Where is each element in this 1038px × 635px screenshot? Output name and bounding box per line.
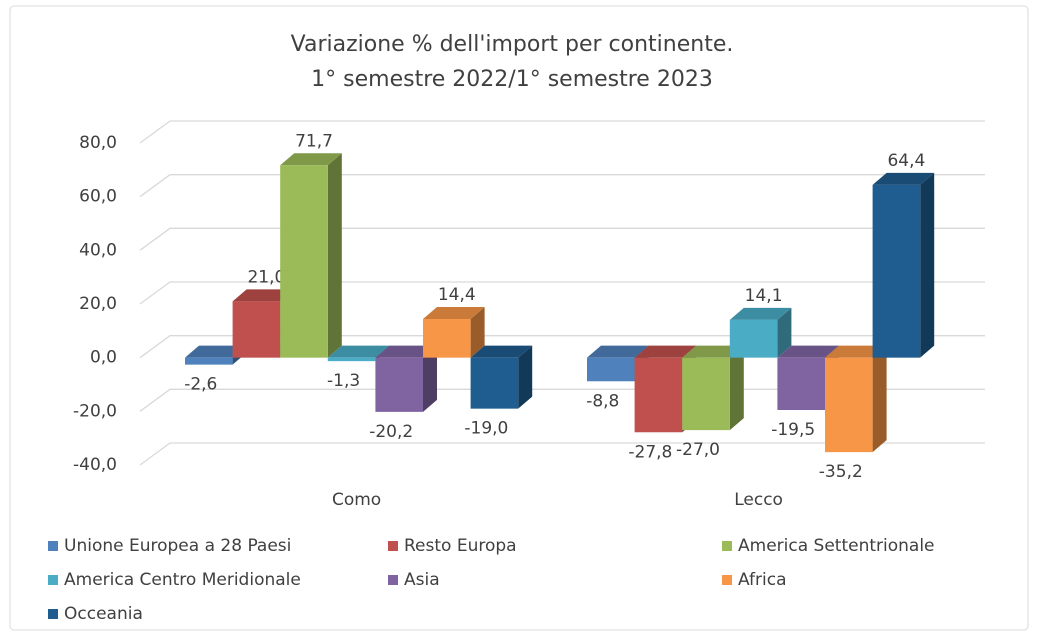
data-label: 64,4 xyxy=(887,151,925,171)
bar-3d xyxy=(423,307,485,358)
bar xyxy=(825,357,873,453)
legend-label: Unione Europea a 28 Paesi xyxy=(64,536,291,556)
bar xyxy=(872,184,921,358)
legend-label: America Centro Meridionale xyxy=(64,570,301,590)
legend-swatch xyxy=(388,575,398,585)
bar-top xyxy=(423,307,485,320)
data-label: -1,3 xyxy=(327,371,360,391)
grid-line xyxy=(139,227,985,251)
data-label: 71,7 xyxy=(295,131,333,151)
bar-side xyxy=(423,345,437,412)
x-tick-label: Lecco xyxy=(734,490,783,510)
grid-line xyxy=(139,335,985,359)
data-label: -27,8 xyxy=(628,442,672,462)
bar-top xyxy=(587,345,649,358)
bar-3d xyxy=(682,345,744,431)
legend-label: America Settentrionale xyxy=(738,536,935,556)
data-label: 21,0 xyxy=(247,267,285,287)
legend-swatch xyxy=(48,609,58,619)
data-label: -2,6 xyxy=(184,375,217,395)
legend-label: Africa xyxy=(738,570,787,590)
bar xyxy=(185,357,233,365)
legend-label: Occeania xyxy=(64,604,143,624)
bar-top xyxy=(634,345,697,358)
bar-3d xyxy=(375,345,437,412)
bar-side xyxy=(470,307,485,358)
bar-3d xyxy=(729,307,792,358)
bar xyxy=(729,319,778,358)
grid-line xyxy=(139,281,985,305)
y-tick-label: 40,0 xyxy=(79,240,117,260)
bar-side xyxy=(518,345,533,409)
data-label: -8,8 xyxy=(586,391,619,411)
legend-swatch xyxy=(48,575,58,585)
data-label: -20,2 xyxy=(369,422,413,442)
chart-frame xyxy=(9,5,1029,631)
bar xyxy=(232,301,281,358)
bar-3d xyxy=(280,153,342,358)
grid-line xyxy=(139,442,985,466)
legend-swatch xyxy=(722,575,732,585)
bar-3d xyxy=(872,172,935,358)
legend-label: Resto Europa xyxy=(404,536,517,556)
bar xyxy=(682,357,730,431)
legend-swatch xyxy=(722,541,732,551)
bar-side xyxy=(872,345,887,453)
bar-side xyxy=(327,153,342,358)
y-tick-label: 80,0 xyxy=(79,133,117,153)
y-tick-label: -20,0 xyxy=(73,401,117,421)
bar-3d xyxy=(470,345,533,409)
bar-side xyxy=(777,307,792,358)
bar xyxy=(423,319,471,358)
grid-line xyxy=(139,174,985,198)
bar-top xyxy=(327,345,390,358)
bar xyxy=(777,357,825,410)
bar xyxy=(470,357,519,409)
data-label: -35,2 xyxy=(819,462,863,482)
y-tick-label: 60,0 xyxy=(79,187,117,207)
bar-3d xyxy=(825,345,887,453)
bar xyxy=(634,357,683,433)
grid-line xyxy=(139,120,985,144)
bar-top xyxy=(682,345,744,358)
bar-side xyxy=(729,345,744,431)
bar-top xyxy=(729,307,792,320)
legend-label: Asia xyxy=(404,570,440,590)
bar xyxy=(280,165,328,358)
bar-top xyxy=(777,345,839,358)
bar xyxy=(587,357,635,382)
data-label: -19,5 xyxy=(771,420,815,440)
y-tick-label: 0,0 xyxy=(90,348,117,368)
x-tick-label: Como xyxy=(332,490,381,510)
data-label: 14,4 xyxy=(438,285,476,305)
bar-side xyxy=(920,172,935,358)
data-label: 14,1 xyxy=(745,286,783,306)
legend-swatch xyxy=(388,541,398,551)
data-label: -27,0 xyxy=(676,440,720,460)
bar-top xyxy=(470,345,533,358)
data-label: -19,0 xyxy=(464,419,508,439)
chart-title: 1° semestre 2022/1° semestre 2023 xyxy=(311,67,713,92)
bar-top xyxy=(185,345,247,358)
y-tick-label: 20,0 xyxy=(79,294,117,314)
bar-top xyxy=(280,153,342,166)
bar-top xyxy=(825,345,887,358)
bar-top xyxy=(232,289,295,302)
chart-title: Variazione % dell'import per continente. xyxy=(291,32,734,57)
bar-top xyxy=(375,345,437,358)
legend-swatch xyxy=(48,541,58,551)
y-tick-label: -40,0 xyxy=(73,455,117,475)
bar-top xyxy=(872,172,935,185)
bar xyxy=(375,357,423,412)
bar xyxy=(327,357,376,362)
